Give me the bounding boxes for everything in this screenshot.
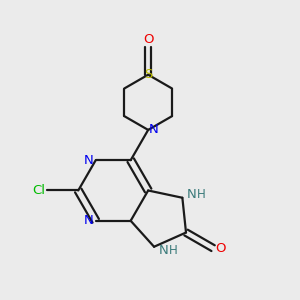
Text: N: N [187,188,196,201]
Text: N: N [84,154,94,167]
Text: H: H [169,244,178,257]
Text: Cl: Cl [32,184,45,197]
Text: N: N [149,123,159,136]
Text: H: H [197,188,206,201]
Text: S: S [144,68,152,81]
Text: O: O [144,32,154,46]
Text: O: O [215,242,226,255]
Text: N: N [84,214,94,227]
Text: N: N [158,244,168,257]
